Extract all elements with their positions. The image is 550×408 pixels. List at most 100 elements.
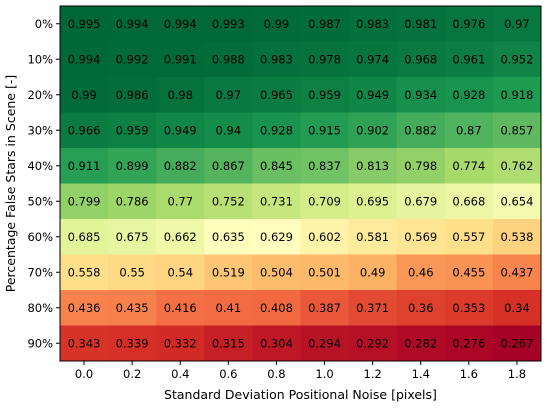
cell-value-label: 0.786 [116, 194, 149, 208]
cell-value-label: 0.668 [452, 194, 485, 208]
cell-value-label: 0.315 [212, 336, 245, 350]
cell-value-label: 0.902 [356, 123, 389, 137]
cell-value-label: 0.292 [356, 336, 389, 350]
y-axis: 0% 10% 20% 30% 40% 50% 60% 70% 80% 90% [27, 17, 60, 350]
cell-value-label: 0.857 [500, 123, 533, 137]
plot-frame [59, 5, 542, 362]
y-axis-label: Percentage False Stars in Scene [-] [3, 75, 18, 292]
cell-value-label: 0.629 [260, 230, 293, 244]
cell-value-label: 0.845 [260, 159, 293, 173]
heatmap-cell [156, 325, 205, 362]
heatmap-cell [444, 219, 494, 255]
heatmap-cell [156, 112, 205, 149]
y-tick-label: 80% [27, 301, 53, 315]
heatmap-cell [444, 290, 494, 326]
cell-value-label: 0.961 [452, 52, 485, 66]
cell-value-label: 0.994 [68, 52, 101, 66]
cell-value-label: 0.762 [500, 159, 533, 173]
heatmap-cell [492, 290, 542, 326]
heatmap-cell [156, 183, 205, 220]
y-tick-label: 60% [27, 230, 53, 244]
heatmap-cell [108, 148, 157, 184]
heatmap-cell [252, 183, 301, 220]
heatmap-cell [156, 77, 205, 113]
cell-value-label: 0.557 [452, 230, 485, 244]
heatmap-cells [60, 6, 542, 362]
heatmap-cell [348, 325, 398, 362]
heatmap-cell [252, 77, 301, 113]
cell-value-label: 0.968 [404, 52, 437, 66]
cell-value-label: 0.267 [500, 336, 533, 350]
cell-value-label: 0.276 [452, 336, 485, 350]
heatmap-cell [204, 41, 253, 78]
heatmap-cell [156, 41, 205, 78]
cell-value-label: 0.371 [356, 301, 389, 315]
heatmap-cell [252, 6, 301, 42]
heatmap-cell [252, 112, 301, 149]
heatmap-cell [108, 325, 157, 362]
cell-value-label: 0.837 [308, 159, 341, 173]
cell-value-label: 0.986 [116, 88, 149, 102]
heatmap-cell [252, 290, 301, 326]
heatmap-cell [108, 77, 157, 113]
cell-value-label: 0.988 [212, 52, 245, 66]
heatmap-cell [108, 6, 157, 42]
heatmap-cell [60, 77, 109, 113]
cell-value-label: 0.959 [116, 123, 149, 137]
cell-value-label: 0.343 [68, 336, 101, 350]
heatmap-cell [348, 6, 398, 42]
heatmap-cell [204, 148, 253, 184]
cell-value-label: 0.97 [504, 17, 530, 31]
cell-value-label: 0.569 [404, 230, 437, 244]
heatmap-cell [252, 148, 301, 184]
heatmap-cell [492, 183, 542, 220]
heatmap-cell [252, 219, 301, 255]
x-tick-label: 0.8 [267, 367, 285, 381]
cell-value-label: 0.915 [308, 123, 341, 137]
heatmap-cell [444, 77, 494, 113]
cell-value-label: 0.353 [452, 301, 485, 315]
cell-value-label: 0.49 [360, 265, 386, 279]
cell-value-label: 0.654 [500, 194, 533, 208]
y-tick-label: 30% [27, 123, 53, 137]
heatmap-cell [444, 41, 494, 78]
heatmap-cell [444, 148, 494, 184]
cell-value-label: 0.436 [68, 301, 101, 315]
heatmap-cell [348, 112, 398, 149]
x-tick-label: 1.2 [364, 367, 382, 381]
cell-value-label: 0.304 [260, 336, 293, 350]
heatmap-cell [300, 112, 350, 149]
cell-value-label: 0.813 [356, 159, 389, 173]
cell-value-label: 0.635 [212, 230, 245, 244]
x-tick-label: 1.0 [315, 367, 333, 381]
cell-value-label: 0.46 [408, 265, 434, 279]
x-tick-label: 0.2 [123, 367, 141, 381]
cell-value-label: 0.981 [404, 17, 437, 31]
cell-value-label: 0.504 [260, 265, 293, 279]
heatmap-cell [396, 112, 446, 149]
cell-value-label: 0.965 [260, 88, 293, 102]
y-tick-label: 10% [27, 52, 53, 66]
y-tick-label: 40% [27, 159, 53, 173]
cell-value-label: 0.77 [167, 194, 193, 208]
heatmap-cell [300, 77, 350, 113]
heatmap-cell [492, 148, 542, 184]
heatmap-cell [348, 219, 398, 255]
cell-value-label: 0.983 [260, 52, 293, 66]
cell-value-label: 0.282 [404, 336, 437, 350]
x-axis: 0.0 0.2 0.4 0.6 0.8 1.0 1.2 1.4 1.6 1.8 [75, 361, 526, 381]
y-tick-label: 50% [27, 194, 53, 208]
heatmap-cell [60, 112, 109, 149]
heatmap-cell [396, 148, 446, 184]
heatmap-cell [300, 219, 350, 255]
cell-value-label: 0.934 [404, 88, 437, 102]
heatmap-cell [60, 41, 109, 78]
heatmap-cell [108, 219, 157, 255]
heatmap-cell [492, 6, 542, 42]
cell-value-label: 0.949 [164, 123, 197, 137]
heatmap-cell-labels: 0.995 0.994 0.994 0.993 0.99 0.987 0.983 0.981 0… [68, 17, 534, 351]
cell-value-label: 0.966 [68, 123, 101, 137]
cell-value-label: 0.416 [164, 301, 197, 315]
cell-value-label: 0.87 [456, 123, 482, 137]
